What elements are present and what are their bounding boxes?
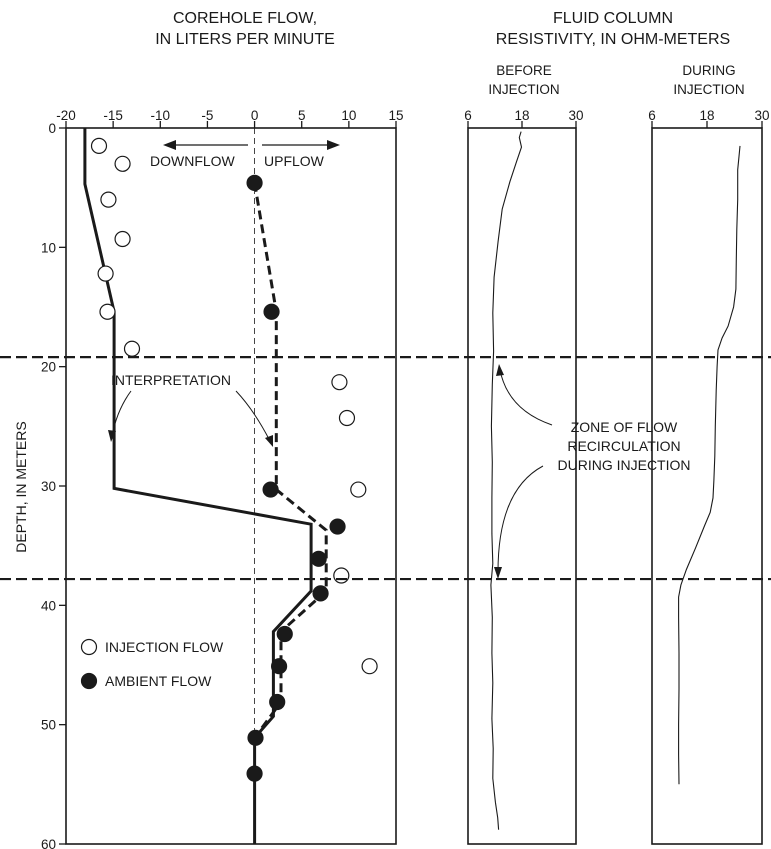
downflow-label: DOWNFLOW [150, 153, 236, 169]
flow-x-tick-label: 5 [298, 108, 306, 123]
flow-x-tick-label: -5 [201, 108, 213, 123]
ambient-flow-point [310, 550, 327, 567]
ambient-interpretation-line [253, 182, 328, 739]
zone-leader-bottom [497, 465, 544, 573]
during-injection-label-line1: DURING [682, 63, 735, 78]
zone-arrowhead-bottom [494, 567, 502, 579]
injection-flow-point [114, 230, 131, 248]
upflow-arrowhead [327, 140, 340, 150]
during-injection-resistivity-curve [678, 145, 741, 785]
before-injection-resistivity-curve [490, 131, 523, 830]
zone-label-line3: DURING INJECTION [558, 457, 691, 473]
ambient-flow-point [312, 585, 329, 602]
during-panel-frame [651, 127, 763, 845]
flow-axis-ticks: -20 -15 -10 -5 0 5 10 15 0 10 20 30 40 50 60 [41, 108, 404, 849]
before-panel-frame [467, 127, 577, 845]
injection-flow-point [361, 658, 378, 675]
zone-label-line1: ZONE OF FLOW [571, 419, 678, 435]
flow-title-line2: IN LITERS PER MINUTE [155, 31, 335, 48]
flow-x-tick-label: 10 [341, 108, 356, 123]
injection-flow-point [99, 303, 116, 320]
injection-flow-point [123, 340, 141, 357]
depth-tick-label: 30 [41, 479, 56, 494]
resistivity-title-line2: RESISTIVITY, IN OHM-METERS [496, 31, 730, 48]
depth-tick-label: 10 [41, 240, 56, 255]
interpretation-label: INTERPRETATION [111, 372, 231, 388]
ambient-flow-point [276, 625, 293, 643]
flow-x-tick-label: 15 [388, 108, 403, 123]
during-x-tick-label: 18 [699, 108, 714, 123]
depth-tick-label: 60 [41, 837, 56, 849]
ambient-flow-point [269, 693, 286, 711]
ambient-flow-point [270, 658, 288, 675]
flow-direction-arrows [163, 140, 340, 150]
flow-data-markers [90, 137, 378, 782]
before-x-tick-label: 18 [514, 108, 529, 123]
depth-tick-label: 50 [41, 718, 56, 733]
legend-ambient-marker [80, 672, 98, 690]
before-injection-label-line2: INJECTION [488, 82, 559, 97]
legend-ambient-label: AMBIENT FLOW [105, 673, 212, 689]
upflow-label: UPFLOW [264, 153, 325, 169]
injection-flow-point [333, 567, 350, 584]
before-x-tick-label: 6 [464, 108, 472, 123]
flow-x-tick-label: -10 [151, 108, 171, 123]
during-x-tick-label: 6 [648, 108, 656, 123]
injection-flow-point [97, 265, 114, 282]
injection-flow-point [100, 191, 117, 208]
zone-label-line2: RECIRCULATION [567, 438, 680, 454]
injection-flow-point [350, 481, 367, 498]
injection-flow-point [114, 155, 131, 172]
during-injection-label-line2: INJECTION [673, 82, 744, 97]
during-axis-ticks: 6 18 30 [648, 108, 770, 128]
ambient-flow-point [329, 518, 346, 535]
before-x-tick-label: 30 [568, 108, 583, 123]
during-x-tick-label: 30 [754, 108, 769, 123]
injection-flow-point [338, 409, 356, 427]
interpretation-arrowhead-left [108, 430, 116, 442]
ambient-flow-point [262, 481, 279, 498]
before-axis-ticks: 6 18 30 [464, 108, 584, 128]
injection-flow-point [331, 374, 348, 391]
legend-injection-marker [80, 638, 98, 656]
ambient-flow-point [263, 303, 280, 320]
injection-flow-point [90, 137, 108, 154]
resistivity-title-line1: FLUID COLUMN [553, 10, 673, 27]
ambient-flow-point [246, 174, 263, 191]
flow-x-tick-label: -20 [56, 108, 76, 123]
downflow-arrowhead [163, 140, 176, 150]
depth-tick-label: 40 [41, 598, 56, 613]
flow-x-tick-label: -15 [103, 108, 123, 123]
depth-tick-label: 0 [48, 121, 56, 136]
interpretation-arrowhead-right [265, 435, 273, 447]
depth-tick-label: 20 [41, 360, 56, 375]
legend-injection-label: INJECTION FLOW [105, 639, 224, 655]
zone-leader-top [499, 369, 553, 426]
before-injection-label-line1: BEFORE [496, 63, 552, 78]
flow-title-line1: COREHOLE FLOW, [173, 10, 317, 27]
interpretation-leader-right [235, 390, 271, 442]
flow-x-tick-label: 0 [251, 108, 259, 123]
ambient-flow-point [246, 765, 263, 782]
ambient-flow-point [247, 729, 264, 746]
zone-arrowhead-top [496, 364, 504, 376]
depth-axis-label: DEPTH, IN METERS [13, 421, 29, 552]
